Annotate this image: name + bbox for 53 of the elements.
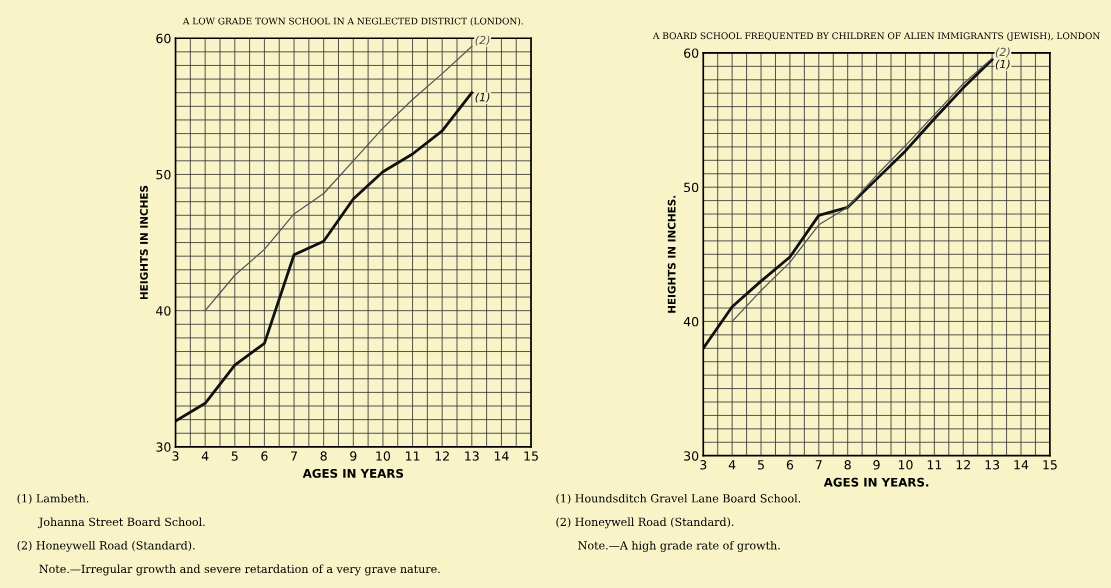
x-tick-label: 8 bbox=[320, 451, 327, 461]
y-tick-label: 40 bbox=[156, 306, 171, 316]
x-tick-label: 4 bbox=[728, 460, 736, 470]
line-series bbox=[204, 45, 473, 312]
text: Johanna Street Board School. bbox=[37, 517, 205, 529]
y-tick-label: 40 bbox=[683, 316, 699, 327]
x-tick-label: 11 bbox=[927, 460, 942, 470]
series-label: (2) bbox=[995, 47, 1010, 58]
series-label: (2) bbox=[475, 35, 490, 46]
text: (1) Houndsditch Gravel Lane Board School. bbox=[556, 493, 801, 505]
text: (2) Honeywell Road (Standard). bbox=[17, 540, 195, 552]
x-tick-label: 6 bbox=[786, 460, 794, 470]
line-series bbox=[175, 91, 474, 423]
x-tick-label: 7 bbox=[291, 451, 297, 461]
y-tick-label: 50 bbox=[156, 169, 171, 180]
x-tick-label: 4 bbox=[201, 451, 209, 461]
x-tick-label: 10 bbox=[898, 460, 913, 470]
y-axis-title: HEIGHTS IN INCHES. bbox=[667, 195, 676, 313]
y-tick-label: 60 bbox=[156, 33, 171, 44]
x-tick-label: 13 bbox=[985, 460, 1000, 470]
x-tick-label: 3 bbox=[172, 451, 179, 461]
series-label: (1) bbox=[475, 92, 490, 103]
chart-title: A LOW GRADE TOWN SCHOOL IN A NEGLECTED DISTRICT (LONDON). bbox=[182, 17, 523, 26]
x-tick-label: 9 bbox=[350, 451, 357, 461]
y-tick-label: 60 bbox=[684, 48, 699, 58]
x-tick-label: 12 bbox=[435, 451, 449, 461]
x-tick-label: 10 bbox=[376, 451, 391, 461]
x-tick-label: 8 bbox=[844, 460, 851, 470]
chart-title: A BOARD SCHOOL FREQUENTED BY CHILDREN OF ALIEN IMMIGRANTS (JEWISH), LONDON bbox=[652, 32, 1100, 41]
text: Note.—A high grade rate of growth. bbox=[578, 540, 780, 552]
x-tick-label: 15 bbox=[1043, 460, 1057, 470]
y-tick-label: 30 bbox=[684, 451, 699, 461]
x-axis-title: AGES IN YEARS. bbox=[823, 477, 929, 487]
text: Note.—Irregular growth and severe retardation of a very grave nature. bbox=[39, 564, 440, 576]
x-tick-label: 3 bbox=[700, 460, 707, 470]
x-tick-label: 5 bbox=[758, 460, 764, 470]
x-tick-label: 9 bbox=[873, 460, 880, 470]
y-axis-title: HEIGHTS IN INCHES bbox=[140, 185, 148, 300]
series-label: (1) bbox=[995, 59, 1010, 70]
x-tick-label: 11 bbox=[405, 451, 420, 461]
x-tick-label: 7 bbox=[815, 460, 822, 470]
x-tick-label: 6 bbox=[261, 451, 268, 461]
x-axis-title: AGES IN YEARS bbox=[302, 468, 404, 478]
x-tick-label: 13 bbox=[465, 451, 479, 461]
y-tick-label: 30 bbox=[156, 442, 171, 452]
x-tick-label: 5 bbox=[231, 451, 238, 461]
x-tick-label: 12 bbox=[956, 460, 970, 470]
x-tick-label: 14 bbox=[494, 451, 509, 461]
y-tick-label: 50 bbox=[684, 182, 699, 193]
x-tick-label: 15 bbox=[524, 451, 538, 461]
x-tick-label: 14 bbox=[1014, 460, 1029, 470]
text: (1) Lambeth. bbox=[17, 493, 89, 505]
text: (2) Honeywell Road (Standard). bbox=[556, 517, 734, 529]
